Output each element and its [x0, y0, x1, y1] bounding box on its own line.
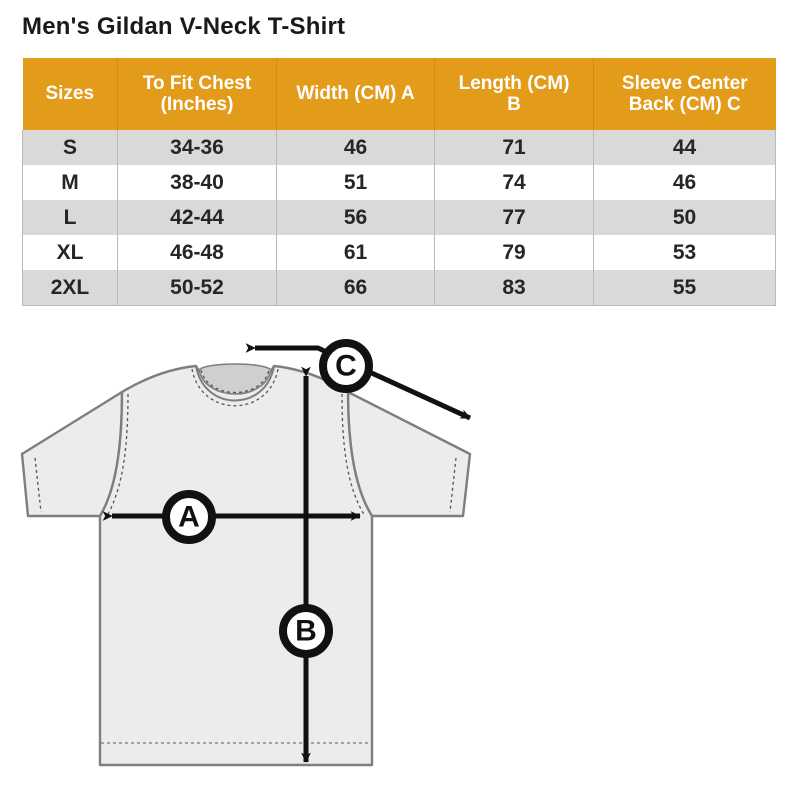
label-badge-b: B [279, 604, 333, 658]
column-header-width: Width (CM) A [276, 58, 435, 130]
size-table: Sizes To Fit Chest (Inches) Width (CM) A… [22, 58, 776, 306]
cell-length: 71 [434, 130, 594, 165]
cell-sleeve: 53 [593, 235, 776, 270]
table-header: Sizes To Fit Chest (Inches) Width (CM) A… [22, 58, 776, 130]
header-line: Sleeve Center [621, 72, 748, 94]
left-armhole-stitch [106, 393, 129, 517]
cell-sleeve: 46 [593, 165, 776, 200]
column-header-sleeve: Sleeve Center Back (CM) C [593, 58, 776, 130]
cell-size: S [22, 130, 118, 165]
cell-sleeve: 55 [593, 270, 776, 306]
label-b: B [295, 615, 317, 648]
cell-sleeve: 50 [593, 200, 776, 235]
header-line: Back (CM) C [628, 94, 741, 115]
header-line: To Fit Chest [142, 72, 252, 94]
header-line: Width (CM) A [296, 83, 415, 105]
cell-chest: 34-36 [117, 130, 277, 165]
header-line: (Inches) [160, 94, 234, 115]
cell-chest: 50-52 [117, 270, 277, 306]
table-body: S 34-36 46 71 44 M 38-40 51 74 46 L 42-4… [22, 130, 776, 306]
cell-length: 77 [434, 200, 594, 235]
cell-width: 51 [276, 165, 435, 200]
cell-width: 56 [276, 200, 435, 235]
cell-length: 74 [434, 165, 594, 200]
shirt-body [98, 364, 374, 767]
table-row: 2XL 50-52 66 83 55 [22, 270, 776, 306]
table-row: L 42-44 56 77 50 [22, 200, 776, 235]
table-row: M 38-40 51 74 46 [22, 165, 776, 200]
cell-width: 46 [276, 130, 435, 165]
cell-chest: 38-40 [117, 165, 277, 200]
tshirt-illustration-svg: A B C [20, 339, 472, 767]
table-header-row: Sizes To Fit Chest (Inches) Width (CM) A… [22, 58, 776, 130]
cell-sleeve: 44 [593, 130, 776, 165]
cell-length: 79 [434, 235, 594, 270]
column-header-length: Length (CM) B [434, 58, 594, 130]
header-line: B [507, 94, 521, 115]
page-title: Men's Gildan V-Neck T-Shirt [22, 13, 346, 40]
column-header-chest: To Fit Chest (Inches) [117, 58, 277, 130]
cell-length: 83 [434, 270, 594, 306]
cell-size: M [22, 165, 118, 200]
right-armhole-stitch [341, 393, 366, 517]
table-row: XL 46-48 61 79 53 [22, 235, 776, 270]
cell-size: XL [22, 235, 118, 270]
column-header-sizes: Sizes [22, 58, 118, 130]
header-line: Sizes [45, 83, 95, 105]
cell-width: 66 [276, 270, 435, 306]
label-badge-a: A [162, 490, 216, 544]
tshirt-diagram: A B C [0, 326, 500, 791]
table-row: S 34-36 46 71 44 [22, 130, 776, 165]
cell-width: 61 [276, 235, 435, 270]
label-badge-c: C [319, 339, 373, 393]
label-a: A [178, 501, 200, 534]
label-c: C [335, 350, 357, 383]
left-sleeve [20, 390, 124, 518]
cell-chest: 42-44 [117, 200, 277, 235]
collar-stitch-outer [191, 368, 279, 407]
cell-size: L [22, 200, 118, 235]
cell-size: 2XL [22, 270, 118, 306]
garment-shape [20, 363, 472, 767]
measurement-labels: A B C [162, 339, 373, 658]
header-line: Length (CM) [458, 72, 570, 94]
cell-chest: 46-48 [117, 235, 277, 270]
